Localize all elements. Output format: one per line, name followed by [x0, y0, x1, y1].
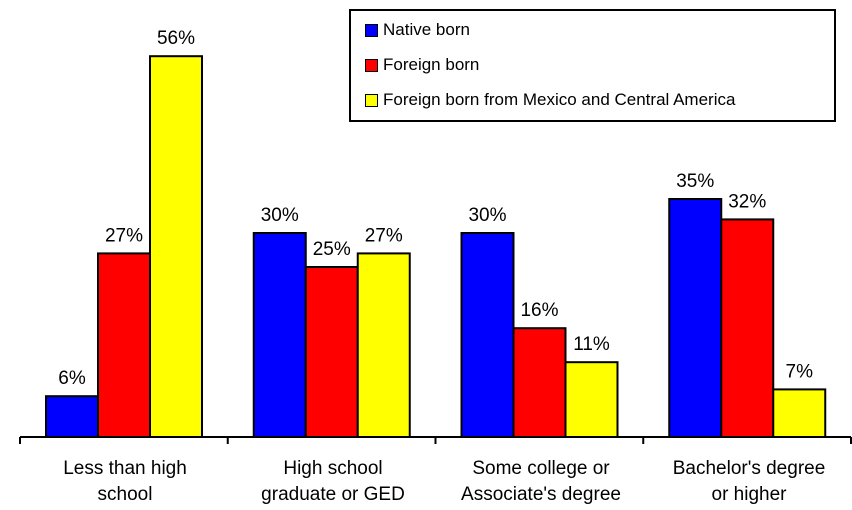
category-label-high-school: High school graduate or GED [261, 458, 405, 505]
legend-swatch-foreign-born [365, 58, 378, 72]
legend-swatch-native-born [365, 23, 378, 37]
value-label-native-born-0: 6% [58, 368, 86, 389]
x-axis [19, 436, 852, 444]
bar-native-born-3 [668, 198, 723, 438]
bar-foreign-born-mexico-3 [772, 388, 827, 438]
legend-label-foreign-born: Foreign born [383, 55, 480, 74]
value-label-native-born-2: 30% [468, 205, 506, 226]
value-label-native-born-3: 35% [676, 171, 714, 192]
value-label-foreign-born-mexico-1: 27% [365, 225, 403, 246]
value-label-foreign-born-3: 32% [728, 191, 766, 212]
legend-item-native-born: Native born [365, 17, 470, 43]
legend: Native born Foreign born Foreign born fr… [349, 9, 836, 122]
bar-foreign-born-2 [512, 327, 567, 439]
bar-foreign-born-3 [720, 218, 775, 438]
category-label-some-college: Some college or Associate's degree [461, 458, 621, 505]
value-labels-group: 6% 30% 30% 35% 27% 25% 16% 32% 56% 27% 11% 7% [58, 28, 813, 389]
bar-foreign-born-1 [304, 266, 359, 438]
value-label-foreign-born-2: 16% [520, 300, 558, 321]
category-label-bachelors: Bachelor's degree or higher [672, 458, 826, 505]
legend-item-foreign-born: Foreign born [365, 52, 479, 78]
bar-native-born-0 [45, 395, 99, 439]
value-label-foreign-born-mexico-2: 11% [573, 334, 610, 355]
value-label-foreign-born-mexico-3: 7% [786, 361, 814, 382]
legend-swatch-foreign-born-mexico [365, 93, 378, 107]
value-label-foreign-born-mexico-0: 56% [157, 28, 195, 49]
bar-native-born-2 [460, 232, 515, 438]
bars-group [45, 55, 827, 439]
legend-item-foreign-born-mexico: Foreign born from Mexico and Central Ame… [365, 87, 735, 113]
bar-native-born-1 [252, 232, 307, 438]
bar-foreign-born-mexico-0 [149, 55, 203, 438]
bar-foreign-born-0 [97, 252, 151, 438]
bar-foreign-born-mexico-2 [564, 361, 619, 439]
bar-foreign-born-mexico-1 [356, 252, 411, 438]
category-label-less-than-high-school: Less than high school [63, 458, 187, 505]
value-label-foreign-born-0: 27% [105, 225, 143, 246]
legend-label-native-born: Native born [383, 20, 470, 39]
value-label-foreign-born-1: 25% [313, 239, 351, 260]
legend-label-foreign-born-mexico: Foreign born from Mexico and Central Ame… [383, 90, 736, 109]
value-label-native-born-1: 30% [261, 205, 299, 226]
